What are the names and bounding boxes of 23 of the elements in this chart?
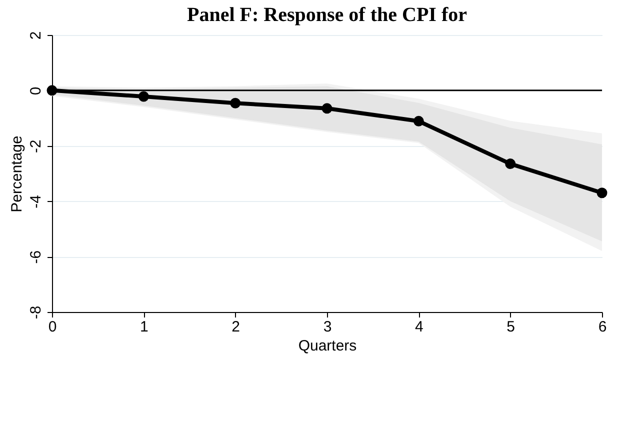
y-tick-label: 2 bbox=[28, 31, 44, 40]
point bbox=[138, 91, 149, 102]
x-tick-label: 5 bbox=[506, 318, 516, 336]
x-axis-title: Quarters bbox=[298, 338, 357, 354]
y-tick-label: -8 bbox=[28, 306, 44, 320]
point bbox=[230, 98, 241, 108]
y-tick-label: -4 bbox=[28, 195, 44, 208]
point bbox=[413, 116, 424, 126]
x-tick-label: 2 bbox=[232, 318, 240, 336]
x-tick-label: 4 bbox=[414, 318, 424, 336]
x-tick-label: 6 bbox=[598, 318, 607, 336]
y-tick-label: 0 bbox=[28, 86, 44, 96]
x-tick-label: 1 bbox=[140, 318, 148, 336]
y-tick-label: -2 bbox=[28, 140, 44, 153]
point bbox=[322, 103, 332, 114]
x-tick-label: 0 bbox=[48, 318, 57, 336]
x-tick-label: 3 bbox=[323, 318, 332, 336]
chart-title: Panel F: Response of the CPI for bbox=[187, 4, 468, 26]
y-axis-title: Percentage bbox=[8, 136, 26, 212]
point bbox=[46, 85, 58, 96]
point bbox=[505, 158, 516, 170]
y-tick-label: -6 bbox=[28, 250, 44, 264]
point bbox=[596, 188, 608, 198]
